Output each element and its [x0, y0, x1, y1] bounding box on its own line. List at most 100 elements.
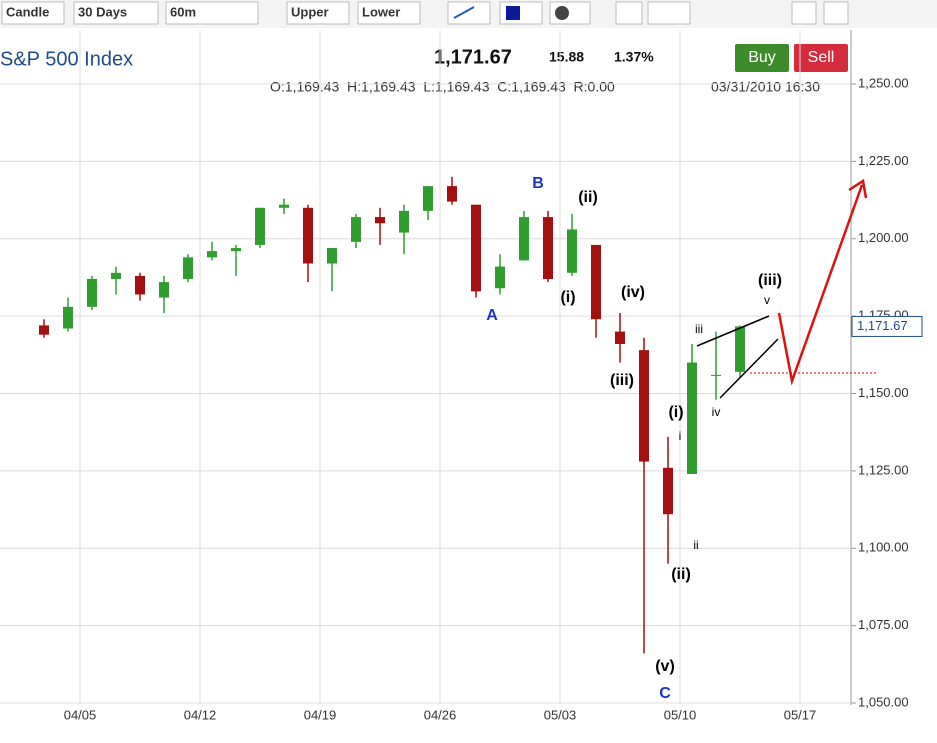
- wave-label: C: [659, 685, 671, 702]
- wave-label: (i): [668, 404, 683, 421]
- sell-label: Sell: [808, 49, 835, 66]
- icon: [506, 6, 520, 20]
- candle-body: [711, 374, 721, 376]
- dropdown-label: 30 Days: [78, 4, 127, 19]
- trend-line: [696, 315, 770, 347]
- chart-title: S&P 500 Index: [0, 48, 133, 70]
- dropdown-label: 60m: [170, 4, 196, 19]
- timestamp: 03/31/2010 16:30: [711, 79, 820, 95]
- dropdown[interactable]: [286, 1, 350, 25]
- candle-body: [519, 217, 529, 261]
- y-tick-label: 1,075.00: [858, 617, 909, 632]
- candle-body: [471, 204, 481, 292]
- y-tick-label: 1,125.00: [858, 462, 909, 477]
- candle-body: [303, 207, 313, 264]
- candle-body: [183, 257, 193, 279]
- candle-body: [615, 331, 625, 344]
- wave-label: v: [764, 293, 770, 307]
- trend-line: [719, 338, 779, 399]
- candle-body: [735, 326, 745, 372]
- last-price-label: 1,171.67: [857, 318, 908, 333]
- wave-label: (ii): [578, 189, 598, 206]
- candle-body: [111, 272, 121, 279]
- candle-body: [231, 248, 241, 252]
- drawings: [696, 178, 878, 399]
- candle-body: [255, 207, 265, 245]
- print-button[interactable]: [791, 1, 817, 25]
- dropdown-label: Upper: [291, 4, 329, 19]
- candle-body: [39, 325, 49, 335]
- popout-button[interactable]: [823, 1, 849, 25]
- wave-label: (iii): [610, 372, 634, 389]
- candle-body: [495, 266, 505, 289]
- wave-label: i: [679, 429, 682, 443]
- y-tick-label: 1,150.00: [858, 385, 909, 400]
- wave-label: B: [532, 175, 544, 192]
- wave-label: ii: [693, 538, 698, 552]
- candle-body: [207, 251, 217, 258]
- buy-button[interactable]: [735, 44, 789, 72]
- candle-body: [135, 275, 145, 295]
- wave-label: (v): [655, 658, 675, 675]
- icon: [555, 6, 569, 20]
- candle-body: [423, 186, 433, 211]
- plot: 1,050.00 1,075.00 1,100.00 1,125.00 1,150.00…: [0, 30, 923, 722]
- arrow-head: [848, 178, 868, 199]
- candle-body: [351, 217, 361, 242]
- y-tick-label: 1,225.00: [858, 153, 909, 168]
- settings-button[interactable]: [615, 1, 643, 25]
- x-tick-label: 04/12: [184, 707, 217, 722]
- wave-label: (ii): [671, 566, 691, 583]
- price: 1,171.67: [434, 46, 512, 68]
- x-tick-label: 04/05: [64, 707, 97, 722]
- y-tick-label: 1,050.00: [858, 694, 909, 709]
- candle-body: [591, 244, 601, 320]
- y-tick-label: 1,250.00: [858, 75, 909, 90]
- projection-arrow: [777, 184, 864, 386]
- candle-body: [399, 210, 409, 233]
- icon: [453, 6, 475, 19]
- dropdown[interactable]: [1, 1, 65, 25]
- candle-body: [639, 350, 649, 462]
- dropdown[interactable]: [73, 1, 159, 25]
- ohlc-readout: O:1,169.43 H:1,169.43 L:1,169.43 C:1,169…: [270, 79, 615, 95]
- x-tick-label: 05/03: [544, 707, 577, 722]
- dropdown-label: Lower: [362, 4, 400, 19]
- sell-button[interactable]: [794, 44, 848, 72]
- candle-body: [279, 204, 289, 208]
- change: 15.88: [549, 49, 584, 65]
- x-tick-label: 04/19: [304, 707, 337, 722]
- candle-body: [543, 217, 553, 279]
- change-pct: 1.37%: [614, 49, 654, 65]
- x-tick-label: 04/26: [424, 707, 457, 722]
- dropdown[interactable]: [357, 1, 421, 25]
- wave-label: (i): [560, 289, 575, 306]
- candle-body: [87, 278, 97, 307]
- last-price-tag: [851, 315, 923, 337]
- candle-body: [159, 282, 169, 298]
- candle-body: [687, 362, 697, 474]
- wave-label: (iii): [758, 272, 782, 289]
- x-tick-label: 05/10: [664, 707, 697, 722]
- wave-label: iii: [695, 322, 703, 336]
- save-button[interactable]: [647, 1, 691, 25]
- candle-body: [567, 229, 577, 273]
- x-tick-label: 05/17: [784, 707, 817, 722]
- wave-label: (iv): [621, 284, 645, 301]
- y-tick-label: 1,200.00: [858, 230, 909, 245]
- buy-label: Buy: [748, 49, 776, 66]
- candle-body: [447, 186, 457, 202]
- line-tool[interactable]: [447, 1, 491, 25]
- dropdown-label: Candle: [6, 4, 49, 19]
- dropdown[interactable]: [165, 1, 259, 25]
- candle-body: [375, 217, 385, 224]
- wave-label: A: [486, 307, 498, 324]
- candle-body: [663, 467, 673, 515]
- candle-body: [63, 306, 73, 329]
- y-tick-label: 1,100.00: [858, 540, 909, 555]
- toolbar: Candle 30 Days 60m Upper Lower: [0, 0, 937, 28]
- wave-label: iv: [712, 405, 721, 419]
- candle-body: [327, 248, 337, 264]
